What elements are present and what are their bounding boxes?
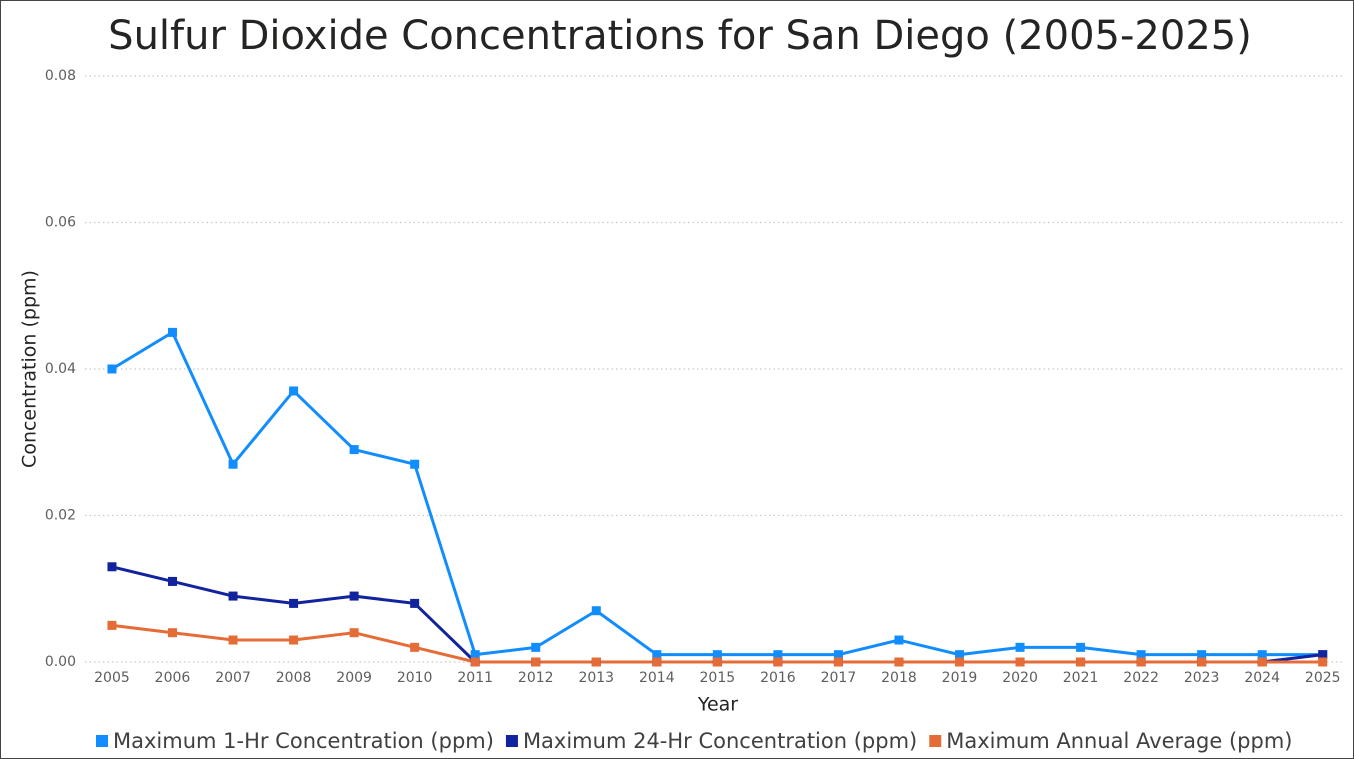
legend-label: Maximum 24-Hr Concentration (ppm) <box>523 729 917 753</box>
legend-swatch <box>96 735 108 747</box>
point-marker <box>712 650 722 660</box>
point-marker <box>107 364 117 374</box>
point-marker <box>289 386 299 396</box>
point-marker <box>228 591 238 601</box>
point-marker <box>168 628 178 638</box>
x-tick-label: 2010 <box>397 670 433 686</box>
point-marker <box>107 620 117 630</box>
x-tick-label: 2013 <box>578 670 614 686</box>
point-marker <box>531 657 541 667</box>
point-marker <box>955 657 965 667</box>
point-marker <box>894 635 904 645</box>
x-tick-label: 2005 <box>94 670 130 686</box>
point-marker <box>1257 650 1267 660</box>
legend-swatch <box>505 735 518 747</box>
x-tick-label: 2007 <box>215 670 251 686</box>
point-marker <box>894 657 904 667</box>
point-marker <box>107 562 117 572</box>
y-tick-label: 0.00 <box>45 654 76 670</box>
point-marker <box>1015 657 1025 667</box>
point-marker <box>652 657 662 667</box>
point-marker <box>531 642 541 652</box>
point-marker <box>773 650 783 660</box>
x-tick-label: 2020 <box>1002 670 1038 686</box>
legend-label: Maximum Annual Average (ppm) <box>946 729 1292 753</box>
point-marker <box>470 657 480 667</box>
x-tick-label: 2006 <box>155 670 191 686</box>
y-axis-title: Concentration (ppm) <box>19 270 41 468</box>
x-tick-label: 2012 <box>518 670 554 686</box>
legend-label: Maximum 1-Hr Concentration (ppm) <box>113 729 494 753</box>
x-tick-label: 2024 <box>1244 670 1280 686</box>
x-tick-label: 2014 <box>639 670 675 686</box>
point-marker <box>228 459 238 469</box>
x-tick-label: 2021 <box>1063 670 1099 686</box>
x-tick-label: 2008 <box>276 670 312 686</box>
point-marker <box>1318 657 1328 667</box>
series-line <box>111 565 1323 664</box>
point-marker <box>833 657 843 667</box>
point-marker <box>712 657 722 667</box>
x-tick-label: 2022 <box>1123 670 1159 686</box>
y-tick-label: 0.08 <box>45 68 76 84</box>
point-marker <box>591 606 601 616</box>
x-tick-label: 2016 <box>760 670 796 686</box>
point-marker <box>349 628 359 638</box>
point-marker <box>1136 650 1146 660</box>
point-marker <box>833 650 843 660</box>
point-marker <box>1318 650 1328 660</box>
point-marker <box>1197 650 1207 660</box>
x-tick-label: 2025 <box>1305 670 1341 686</box>
point-marker <box>410 598 420 608</box>
point-marker <box>168 327 178 337</box>
y-tick-label: 0.04 <box>45 361 76 377</box>
x-tick-label: 2009 <box>336 670 372 686</box>
x-axis-title: Year <box>697 694 738 716</box>
point-marker <box>228 635 238 645</box>
point-marker <box>289 598 299 608</box>
point-marker <box>1197 657 1207 667</box>
x-tick-label: 2023 <box>1184 670 1220 686</box>
y-tick-label: 0.06 <box>45 215 76 231</box>
x-tick-label: 2011 <box>457 670 493 686</box>
x-tick-label: 2015 <box>700 670 736 686</box>
point-marker <box>470 650 480 660</box>
y-tick-label: 0.02 <box>45 508 76 524</box>
point-marker <box>410 459 420 469</box>
point-marker <box>168 576 178 586</box>
point-marker <box>1076 642 1086 652</box>
point-marker <box>1257 657 1267 667</box>
chart-title: Sulfur Dioxide Concentrations for San Di… <box>108 13 1252 59</box>
x-tick-label: 2019 <box>942 670 978 686</box>
point-marker <box>955 650 965 660</box>
point-marker <box>1136 657 1146 667</box>
point-marker <box>773 657 783 667</box>
point-marker <box>1015 642 1025 652</box>
point-marker <box>591 657 601 667</box>
point-marker <box>289 635 299 645</box>
x-tick-label: 2018 <box>881 670 917 686</box>
point-marker <box>349 445 359 455</box>
legend-swatch <box>929 735 942 747</box>
point-marker <box>349 591 359 601</box>
x-tick-label: 2017 <box>821 670 857 686</box>
point-marker <box>410 642 420 652</box>
point-marker <box>652 650 662 660</box>
point-marker <box>1076 657 1086 667</box>
